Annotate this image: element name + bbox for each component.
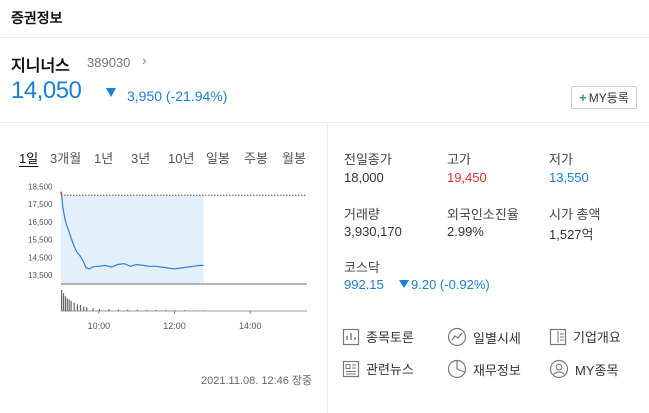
my-stocks-label: MY종목 <box>575 362 619 378</box>
financials-link[interactable]: 재무정보 <box>447 359 521 379</box>
pie-chart-icon <box>447 359 467 379</box>
y-tick-label: 18,500 <box>28 182 53 191</box>
chevron-right-icon[interactable]: › <box>142 52 147 68</box>
high-label: 고가 <box>447 152 471 167</box>
volume-bar <box>98 308 100 311</box>
chart-board-icon <box>342 328 360 345</box>
volume-bar <box>193 310 195 311</box>
volume-bar <box>68 299 70 312</box>
price-up-segment <box>60 191 63 196</box>
my-stocks-link[interactable]: MY종목 <box>549 359 618 379</box>
foreign-value: 2.99% <box>447 224 484 239</box>
add-my-stock-label: MY등록 <box>588 91 629 105</box>
daily-price-label: 일별시세 <box>473 330 521 346</box>
prev-close-label: 전일종가 <box>344 152 392 167</box>
foreign-label: 외국인소진율 <box>447 207 519 222</box>
price-area <box>61 195 204 284</box>
tab-3month[interactable]: 3개월 <box>50 151 82 166</box>
volume-bar <box>117 309 119 311</box>
stock-name[interactable]: 지니너스 <box>11 58 70 75</box>
kosdaq-label[interactable]: 코스닥 <box>344 260 380 275</box>
prev-close-value: 18,000 <box>344 170 384 185</box>
y-tick-label: 15,500 <box>28 236 53 245</box>
stock-code[interactable]: 389030 <box>87 55 131 70</box>
price-change: 3,950 (-21.94%) <box>127 88 228 104</box>
volume-bar <box>184 310 186 311</box>
volume-bar <box>66 298 68 311</box>
company-label: 기업개요 <box>573 330 621 345</box>
financials-label: 재무정보 <box>473 362 521 378</box>
x-tick-label: 14:00 <box>239 321 262 331</box>
tab-1year[interactable]: 1년 <box>94 151 114 166</box>
volume-bar <box>70 300 72 311</box>
trend-circle-icon <box>447 327 467 347</box>
tab-10year[interactable]: 10년 <box>168 151 195 166</box>
header: 증권정보 <box>0 0 649 38</box>
low-label: 저가 <box>549 152 573 167</box>
intraday-chart[interactable]: 18,500 17,500 16,500 15,500 14,500 13,500 10:… <box>28 172 313 334</box>
kosdaq-change-text: 9.20 (-0.92%) <box>411 277 490 292</box>
volume-bar <box>127 309 129 311</box>
y-tick-label: 16,500 <box>28 218 53 227</box>
volume-bar <box>79 305 82 311</box>
plus-icon: + <box>579 90 587 105</box>
price-line <box>60 191 204 270</box>
divider <box>327 123 328 413</box>
volume-bar <box>202 310 205 311</box>
volume-value: 3,930,170 <box>344 224 402 239</box>
y-tick-label: 17,500 <box>28 200 53 209</box>
low-value: 13,550 <box>549 170 589 185</box>
tab-weekly-candle[interactable]: 주봉 <box>244 151 268 166</box>
discussion-label: 종목토론 <box>366 330 414 345</box>
volume-bar <box>92 308 94 311</box>
news-label: 관련뉴스 <box>366 362 414 377</box>
tab-1day[interactable]: 1일 <box>19 151 39 166</box>
market-cap-label: 시가 총액 <box>549 207 601 222</box>
x-tick-label: 12:00 <box>163 321 186 331</box>
company-link[interactable]: 기업개요 <box>549 327 621 346</box>
volume-bar <box>165 310 167 311</box>
page-title: 증권정보 <box>11 10 63 26</box>
add-my-stock-button[interactable]: + MY등록 <box>571 86 637 109</box>
volume-bar <box>62 293 65 311</box>
y-tick-label: 13,500 <box>28 271 53 280</box>
tab-daily-candle[interactable]: 일봉 <box>206 151 230 166</box>
current-price: 14,050 <box>11 77 82 104</box>
divider <box>0 122 649 123</box>
user-circle-icon <box>549 359 569 379</box>
market-cap-value: 1,527억 <box>549 227 594 242</box>
volume-bar <box>146 309 148 311</box>
volume-bar <box>76 304 78 311</box>
x-tick-label: 10:00 <box>88 321 111 331</box>
y-tick-label: 14,500 <box>28 253 53 262</box>
kosdaq-change: 9.20 (-0.92%) <box>399 277 490 292</box>
volume-bar <box>61 290 63 311</box>
volume-bar <box>155 309 157 311</box>
volume-bar <box>174 310 176 311</box>
volume-bar <box>136 309 138 311</box>
volume-bar <box>73 302 75 311</box>
down-triangle-icon <box>106 88 116 97</box>
volume-label: 거래량 <box>344 207 380 222</box>
high-value: 19,450 <box>447 170 487 185</box>
down-triangle-icon <box>399 280 409 288</box>
news-link[interactable]: 관련뉴스 <box>342 359 414 378</box>
kosdaq-value: 992.15 <box>344 277 384 292</box>
tab-monthly-candle[interactable]: 월봉 <box>282 151 306 166</box>
volume-bar <box>64 296 66 311</box>
daily-price-link[interactable]: 일별시세 <box>447 327 521 347</box>
volume-bar <box>86 307 88 311</box>
discussion-link[interactable]: 종목토론 <box>342 327 414 346</box>
tab-3year[interactable]: 3년 <box>131 151 151 166</box>
volume-bar <box>108 309 110 311</box>
news-icon <box>342 360 360 377</box>
timestamp: 2021.11.08. 12:46 장중 <box>201 375 313 387</box>
volume-bar <box>83 306 85 311</box>
company-info-icon <box>549 328 567 345</box>
